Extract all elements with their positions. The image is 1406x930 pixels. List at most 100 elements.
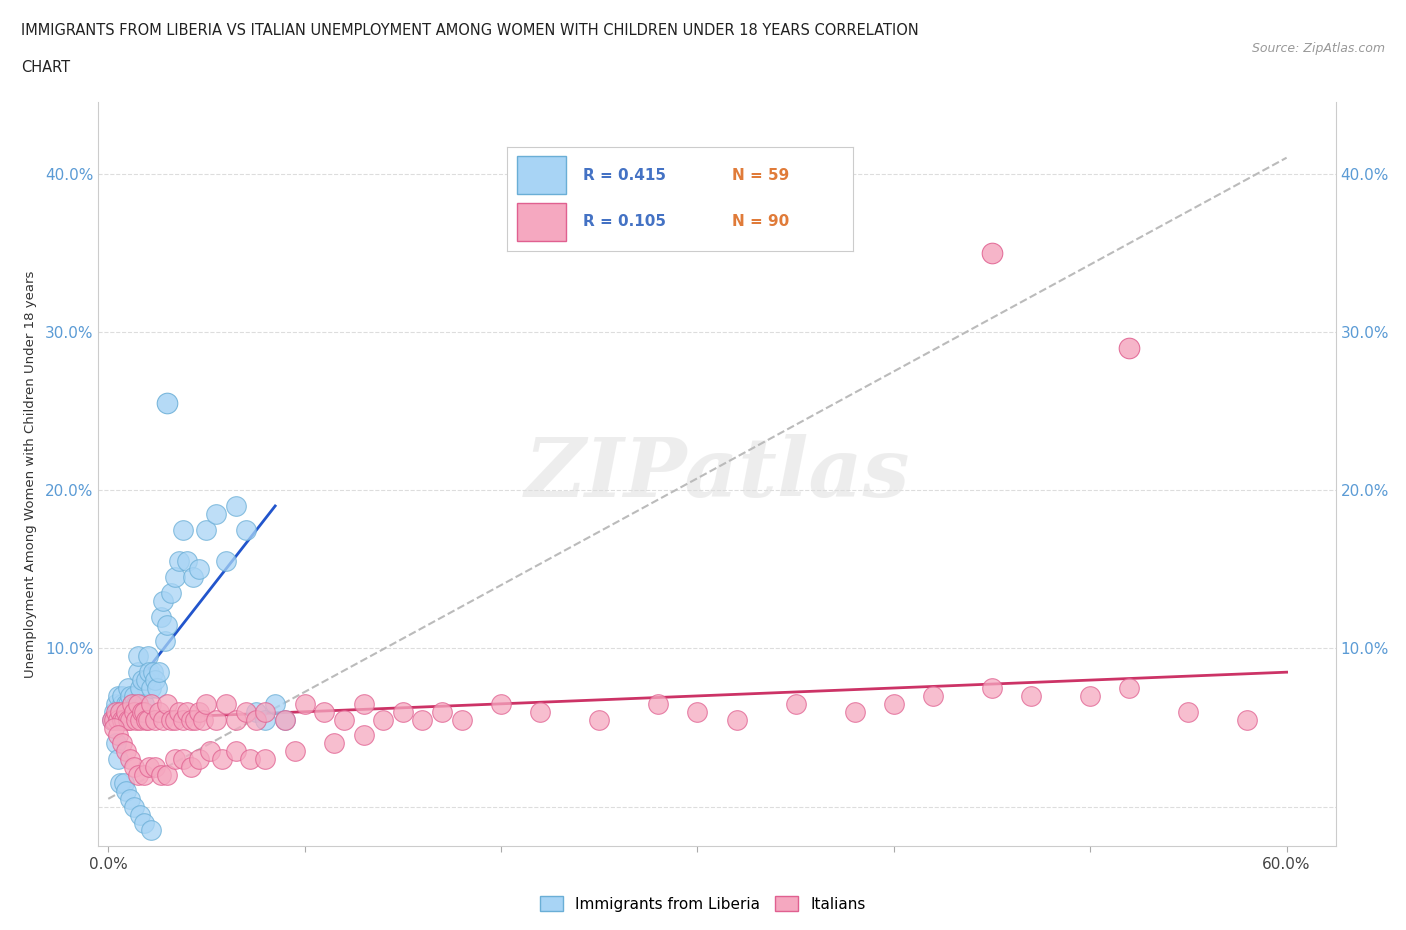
Point: [108, 704, 131, 719]
Point: [181, 570, 204, 585]
Point: [115, 783, 138, 798]
Point: [125, 697, 148, 711]
Point: [103, 704, 125, 719]
Point: [118, 688, 141, 703]
Point: [141, 823, 163, 838]
Text: N = 59: N = 59: [733, 167, 789, 182]
Point: [1177, 704, 1199, 719]
Point: [274, 712, 297, 727]
Point: [225, 498, 247, 513]
Point: [323, 736, 346, 751]
Point: [152, 712, 174, 727]
Point: [167, 554, 190, 569]
Point: [225, 744, 247, 759]
Point: [195, 523, 218, 538]
Point: [148, 704, 170, 719]
Point: [138, 665, 160, 680]
Point: [200, 744, 222, 759]
Point: [122, 704, 145, 719]
Point: [245, 704, 267, 719]
Point: [922, 688, 945, 703]
Point: [274, 712, 297, 727]
Point: [111, 697, 134, 711]
Point: [121, 697, 143, 711]
Point: [167, 704, 190, 719]
Point: [117, 681, 139, 696]
Point: [112, 776, 135, 790]
Point: [103, 712, 125, 727]
Point: [132, 697, 155, 711]
Point: [112, 712, 135, 727]
Point: [172, 751, 194, 766]
Point: [107, 712, 129, 727]
Point: [105, 697, 128, 711]
Point: [132, 815, 155, 830]
Point: [148, 665, 170, 680]
Point: [215, 554, 238, 569]
Point: [156, 767, 179, 782]
Point: [160, 586, 183, 601]
Text: R = 0.105: R = 0.105: [583, 215, 666, 230]
Point: [211, 751, 233, 766]
Point: [686, 704, 709, 719]
Point: [333, 712, 356, 727]
Point: [128, 807, 150, 822]
Point: [172, 712, 194, 727]
Point: [115, 704, 138, 719]
Point: [187, 704, 209, 719]
Text: ZIPatlas: ZIPatlas: [524, 434, 910, 514]
Point: [725, 712, 748, 727]
Point: [156, 395, 179, 410]
Point: [373, 712, 395, 727]
Point: [163, 751, 186, 766]
Point: [489, 697, 512, 711]
Point: [254, 704, 277, 719]
Point: [294, 697, 316, 711]
Point: [152, 593, 174, 608]
Point: [131, 704, 153, 719]
Point: [264, 697, 287, 711]
Point: [529, 704, 551, 719]
Point: [136, 712, 159, 727]
Point: [195, 697, 218, 711]
Point: [187, 751, 209, 766]
Point: [122, 799, 145, 814]
Point: [883, 697, 905, 711]
Point: [131, 672, 153, 687]
Point: [142, 665, 165, 680]
Point: [107, 728, 129, 743]
Point: [125, 712, 148, 727]
Point: [127, 767, 149, 782]
Point: [1118, 340, 1140, 355]
Point: [215, 697, 238, 711]
Point: [111, 712, 134, 727]
Point: [118, 791, 141, 806]
Point: [156, 618, 179, 632]
Point: [141, 681, 163, 696]
Point: [353, 728, 375, 743]
Point: [647, 697, 669, 711]
Point: [785, 697, 807, 711]
Point: [145, 760, 167, 775]
Point: [1019, 688, 1042, 703]
Point: [981, 681, 1004, 696]
Point: [107, 751, 129, 766]
Point: [430, 704, 453, 719]
Point: [284, 744, 307, 759]
Point: [245, 712, 267, 727]
FancyBboxPatch shape: [517, 156, 565, 193]
Point: [353, 697, 375, 711]
Point: [122, 688, 145, 703]
Point: [180, 712, 202, 727]
Point: [132, 704, 155, 719]
Y-axis label: Unemployment Among Women with Children Under 18 years: Unemployment Among Women with Children U…: [24, 271, 37, 678]
Point: [156, 697, 179, 711]
Point: [411, 712, 433, 727]
Point: [117, 712, 139, 727]
Point: [108, 704, 131, 719]
Point: [118, 751, 141, 766]
Point: [111, 688, 134, 703]
Point: [145, 672, 167, 687]
Point: [115, 697, 138, 711]
Point: [844, 704, 866, 719]
